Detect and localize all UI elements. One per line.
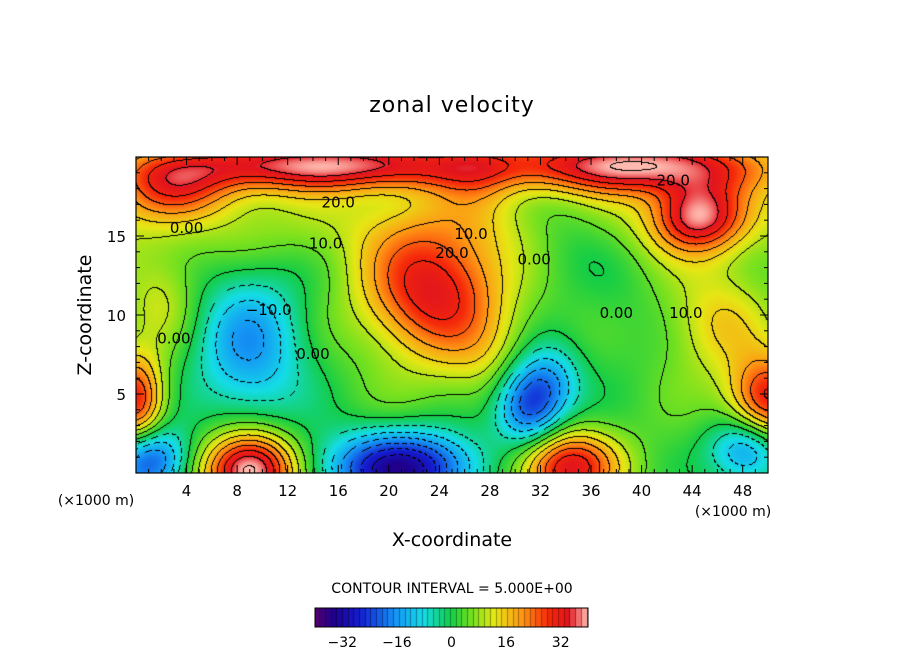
x-tick-label: 28 [480,482,499,500]
contour-label: 20.0 [435,244,468,262]
x-unit-label: (×1000 m) [695,504,771,520]
contour-label: 10.0 [669,304,702,322]
colorbar-gradient [315,608,588,627]
colorbar-tick-label: 0 [447,635,456,651]
contour-interval-text: CONTOUR INTERVAL = 5.000E+00 [331,581,572,597]
x-axis-title: X-coordinate [392,529,512,551]
x-tick-label: 12 [278,482,297,500]
contour-labels: 20.00.0010.020.010.00.0020.0−10.00.000.0… [157,171,702,363]
x-tick-label: 16 [329,482,348,500]
x-tick-label: 48 [733,482,752,500]
contour-label: 0.00 [170,219,203,237]
contour-label: 10.0 [454,225,487,243]
contour-label: 0.00 [296,345,329,363]
colorbar-tick-label: −32 [328,635,358,651]
x-tick-label: 24 [430,482,449,500]
z-tick-label: 10 [107,307,126,325]
x-tick-label: 32 [531,482,550,500]
contour-label: 0.00 [517,250,550,268]
contour-label: 0.00 [600,304,633,322]
z-tick-label: 5 [116,386,126,404]
chart-title: zonal velocity [369,93,535,118]
x-tick-label: 20 [379,482,398,500]
contour-label: 0.00 [157,329,190,347]
x-tick-label: 44 [683,482,702,500]
contour-label: 20.0 [322,194,355,212]
y-tick-labels: 5 10 15 [107,228,126,404]
x-tick-label: 40 [632,482,651,500]
z-tick-label: 15 [107,228,126,246]
colorbar-tick-label: −16 [382,635,412,651]
velocity-field [136,157,768,473]
colorbar-tick-label: 16 [497,635,515,651]
colorbar-frame [314,607,589,628]
colorbar-tick-labels: −32 −16 0 16 32 [328,635,570,651]
x-tick-label: 4 [182,482,192,500]
axis-ticks [135,156,769,474]
x-tick-label: 36 [581,482,600,500]
colorbar: −32 −16 0 16 32 [314,607,589,651]
x-tick-label: 8 [232,482,242,500]
colorbar-tick-label: 32 [552,635,570,651]
y-axis-title: Z-coordinate [74,255,96,376]
contour-label: −10.0 [246,301,292,319]
contour-label: 10.0 [309,235,342,253]
x-tick-labels: 4 8 12 16 20 24 28 32 36 40 44 48 [182,482,752,500]
plot-area: 20.00.0010.020.010.00.0020.0−10.00.000.0… [135,156,769,474]
z-unit-label: (×1000 m) [58,493,134,509]
contour-label: 20.0 [656,171,689,189]
